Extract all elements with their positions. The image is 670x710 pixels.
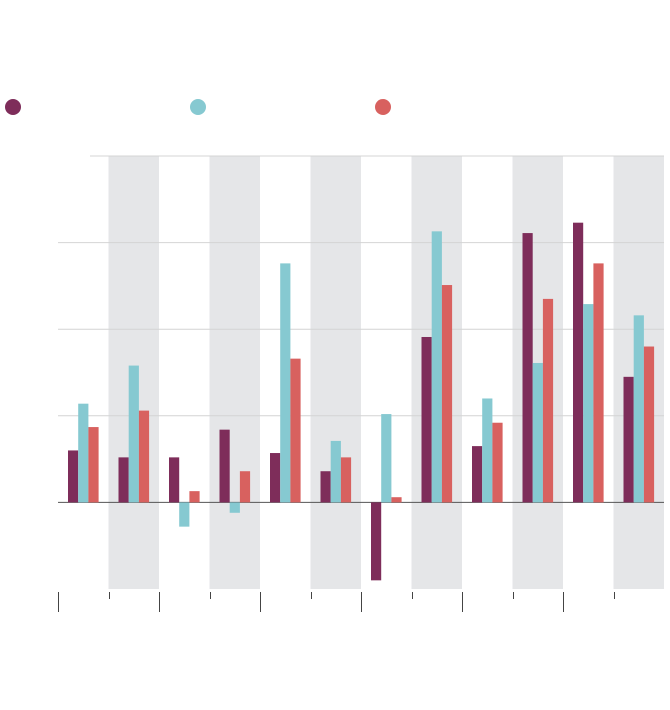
bar — [320, 471, 331, 503]
bar — [189, 491, 200, 503]
bar — [633, 315, 644, 503]
bar — [421, 336, 432, 503]
bar — [492, 422, 503, 503]
bar — [169, 457, 180, 503]
bar — [118, 457, 129, 503]
bar — [371, 502, 382, 581]
bar — [229, 502, 240, 513]
bar — [472, 446, 483, 503]
bar — [573, 222, 584, 503]
bar — [179, 502, 190, 527]
bar — [239, 471, 251, 503]
bar — [441, 285, 453, 503]
bar — [542, 298, 554, 503]
bar — [128, 365, 139, 503]
bar — [88, 427, 99, 503]
legend-marker — [375, 99, 391, 115]
bar — [381, 414, 392, 503]
bar — [280, 263, 291, 503]
bar — [270, 453, 281, 503]
bar — [78, 403, 89, 503]
bar — [290, 358, 301, 503]
bar — [643, 346, 655, 503]
bar — [391, 497, 402, 503]
bar — [138, 410, 150, 503]
bar — [431, 231, 442, 503]
bar — [522, 233, 533, 503]
bar — [68, 450, 79, 503]
bar — [593, 263, 604, 503]
bar — [482, 398, 493, 503]
bar — [583, 304, 594, 503]
band-shade — [310, 156, 361, 589]
bar — [532, 362, 543, 503]
bar — [219, 429, 230, 503]
bar — [330, 440, 341, 503]
band-shade — [209, 156, 260, 589]
legend-marker — [190, 99, 206, 115]
bar — [340, 457, 352, 503]
legend-marker — [5, 99, 21, 115]
bar — [623, 376, 634, 503]
